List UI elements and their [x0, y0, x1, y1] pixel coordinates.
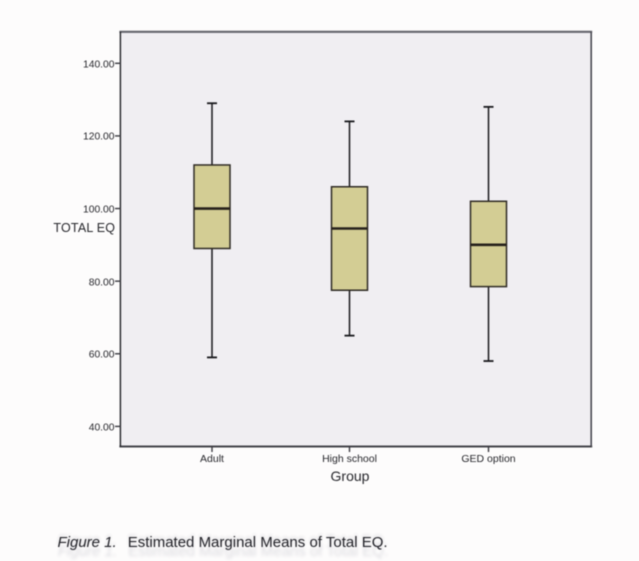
figure-caption: Figure 1. Estimated Marginal Means of Tot…: [58, 534, 388, 551]
figure-caption-text: Estimated Marginal Means of Total EQ.: [127, 534, 388, 551]
y-axis-title: TOTAL EQ: [53, 221, 116, 235]
x-axis-title: Group: [330, 467, 370, 484]
y-tick-label: 80.00: [88, 277, 115, 289]
y-tick-label: 40.00: [88, 422, 115, 434]
figure-caption-ghost: Figure 1. Estimated Marginal Means of Tot…: [58, 543, 389, 560]
y-tick-label: 120.00: [83, 131, 115, 143]
x-category-label: Adult: [200, 452, 224, 465]
x-category-label: GED option: [461, 452, 516, 465]
y-tick-label: 140.00: [83, 59, 115, 71]
box: [193, 164, 231, 250]
y-tick-label: 100.00: [83, 204, 115, 216]
figure-caption-label: Figure 1.: [57, 534, 117, 551]
y-tick-label: 60.00: [88, 349, 115, 361]
x-category-label: High school: [322, 452, 377, 465]
box: [330, 186, 369, 291]
